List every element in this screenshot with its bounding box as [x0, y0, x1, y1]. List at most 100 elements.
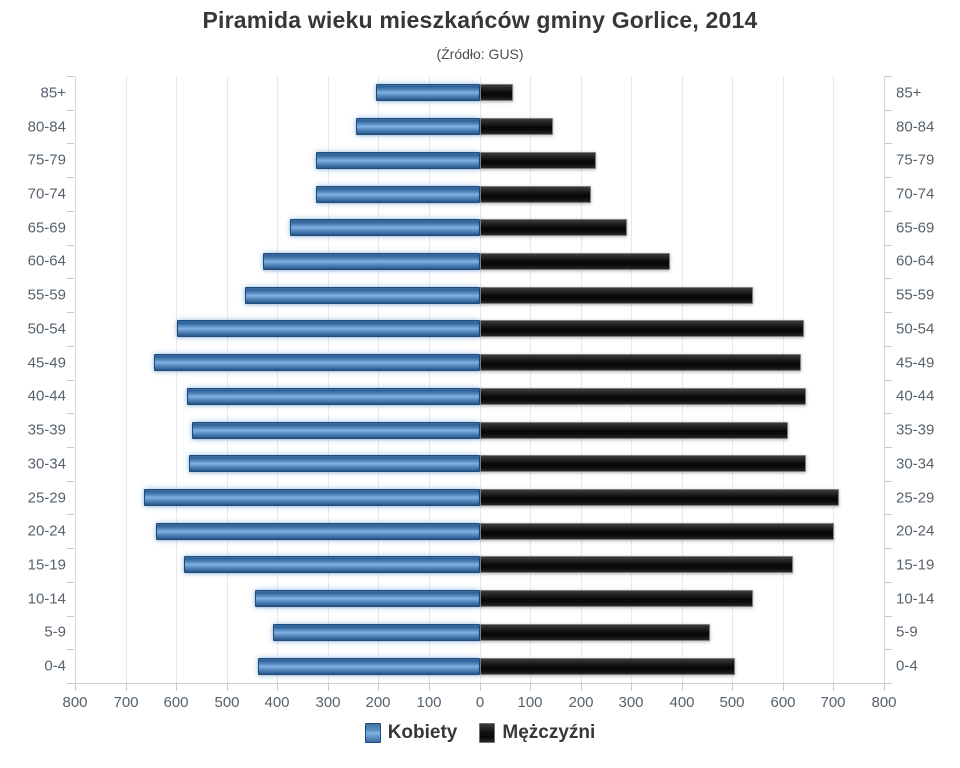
age-label-left: 10-14 [27, 590, 66, 608]
y-axis-tick-right [885, 447, 892, 448]
y-axis-tick-right [885, 346, 892, 347]
x-axis-tick [126, 684, 127, 691]
bar-kobiety-20-24 [156, 523, 480, 540]
x-axis-tick-label: 700 [113, 694, 139, 711]
y-axis-tick-left [67, 76, 74, 77]
legend-item-kobiety[interactable]: Kobiety [364, 722, 458, 744]
x-axis-tick [227, 684, 228, 691]
age-label-right: 65-69 [896, 219, 935, 237]
x-axis-tick-label: 600 [770, 694, 796, 711]
x-axis-tick-label: 600 [163, 694, 189, 711]
y-axis-tick-left [67, 110, 74, 111]
y-axis-tick-right [885, 514, 892, 515]
age-label-right: 45-49 [896, 354, 935, 372]
age-label-left: 65-69 [27, 219, 66, 237]
bar-kobiety-15-19 [184, 556, 480, 573]
age-label-left: 45-49 [27, 354, 66, 372]
gridline [328, 76, 329, 683]
x-axis-tick [429, 684, 430, 691]
x-axis-tick [328, 684, 329, 691]
x-axis-tick-label: 400 [669, 694, 695, 711]
x-axis-tick-label: 0 [475, 694, 485, 711]
x-axis-tick [732, 684, 733, 691]
y-axis-tick-right [885, 380, 892, 381]
age-label-right: 30-34 [896, 455, 935, 473]
age-label-left: 35-39 [27, 421, 66, 439]
y-axis-tick-left [67, 413, 74, 414]
gridline [884, 76, 885, 683]
age-label-right: 80-84 [896, 118, 935, 136]
y-axis-tick-right [885, 278, 892, 279]
x-axis-tick [378, 684, 379, 691]
age-label-right: 85+ [896, 84, 922, 102]
age-label-left: 75-79 [27, 151, 66, 169]
bar-mezczyzni-30-34 [480, 455, 806, 472]
age-label-right: 50-54 [896, 320, 935, 338]
bar-mezczyzni-35-39 [480, 422, 788, 439]
bar-kobiety-65-69 [290, 219, 480, 236]
x-axis-tick-label: 700 [820, 694, 846, 711]
y-axis-tick-right [885, 312, 892, 313]
gridline [75, 76, 76, 683]
y-axis-tick-right [885, 245, 892, 246]
bar-kobiety-55-59 [245, 287, 480, 304]
age-label-left: 55-59 [27, 286, 66, 304]
age-label-left: 80-84 [27, 118, 66, 136]
x-axis-tick [176, 684, 177, 691]
bar-kobiety-80-84 [356, 118, 480, 135]
age-label-left: 70-74 [27, 185, 66, 203]
y-axis-tick-left [67, 245, 74, 246]
y-axis-tick-right [885, 110, 892, 111]
y-axis-tick-right [885, 481, 892, 482]
x-axis-tick [783, 684, 784, 691]
bar-kobiety-10-14 [255, 590, 480, 607]
legend-item-mezczyzni[interactable]: Mężczyźni [479, 722, 595, 744]
age-label-right: 20-24 [896, 522, 935, 540]
bar-kobiety-40-44 [187, 388, 480, 405]
legend-swatch-mezczyzni-icon [479, 723, 496, 743]
age-label-left: 25-29 [27, 489, 66, 507]
x-axis-tick [682, 684, 683, 691]
legend: Kobiety Mężczyźni [0, 722, 960, 744]
bar-mezczyzni-85+ [480, 84, 513, 101]
gridline [227, 76, 228, 683]
y-axis-tick-right [885, 616, 892, 617]
gridline [833, 76, 834, 683]
chart-subtitle: (Źródło: GUS) [436, 46, 524, 62]
plot-area: 800 700 600 500 400 300 200 100 0 100 200 300 400 500… [62, 76, 897, 711]
age-label-right: 35-39 [896, 421, 935, 439]
bar-kobiety-70-74 [316, 186, 480, 203]
bar-mezczyzni-10-14 [480, 590, 753, 607]
y-axis-tick-left [67, 211, 74, 212]
y-axis-tick-left [67, 649, 74, 650]
bar-mezczyzni-15-19 [480, 556, 793, 573]
age-label-right: 10-14 [896, 590, 935, 608]
age-label-left: 30-34 [27, 455, 66, 473]
gridline [581, 76, 582, 683]
y-axis-tick-right [885, 177, 892, 178]
y-axis-tick-right [885, 582, 892, 583]
bar-kobiety-0-4 [258, 658, 480, 675]
legend-label-kobiety: Kobiety [387, 722, 458, 743]
y-axis-tick-right [885, 683, 892, 684]
x-axis-tick-label: 800 [871, 694, 897, 711]
x-axis-tick-label: 200 [568, 694, 594, 711]
bar-kobiety-50-54 [177, 320, 480, 337]
age-label-left: 60-64 [27, 252, 66, 270]
x-axis-tick [75, 684, 76, 691]
bar-mezczyzni-80-84 [480, 118, 553, 135]
y-axis-tick-left [67, 548, 74, 549]
bar-kobiety-25-29 [144, 489, 480, 506]
x-axis-tick-label: 400 [264, 694, 290, 711]
legend-label-mezczyzni: Mężczyźni [502, 722, 596, 743]
bar-mezczyzni-65-69 [480, 219, 627, 236]
y-axis-tick-right [885, 211, 892, 212]
age-label-right: 70-74 [896, 185, 935, 203]
bar-mezczyzni-20-24 [480, 523, 834, 540]
age-label-right: 0-4 [896, 657, 918, 675]
gridline [429, 76, 430, 683]
gridline [783, 76, 784, 683]
bar-kobiety-85+ [376, 84, 480, 101]
bar-mezczyzni-40-44 [480, 388, 806, 405]
y-axis-tick-left [67, 143, 74, 144]
